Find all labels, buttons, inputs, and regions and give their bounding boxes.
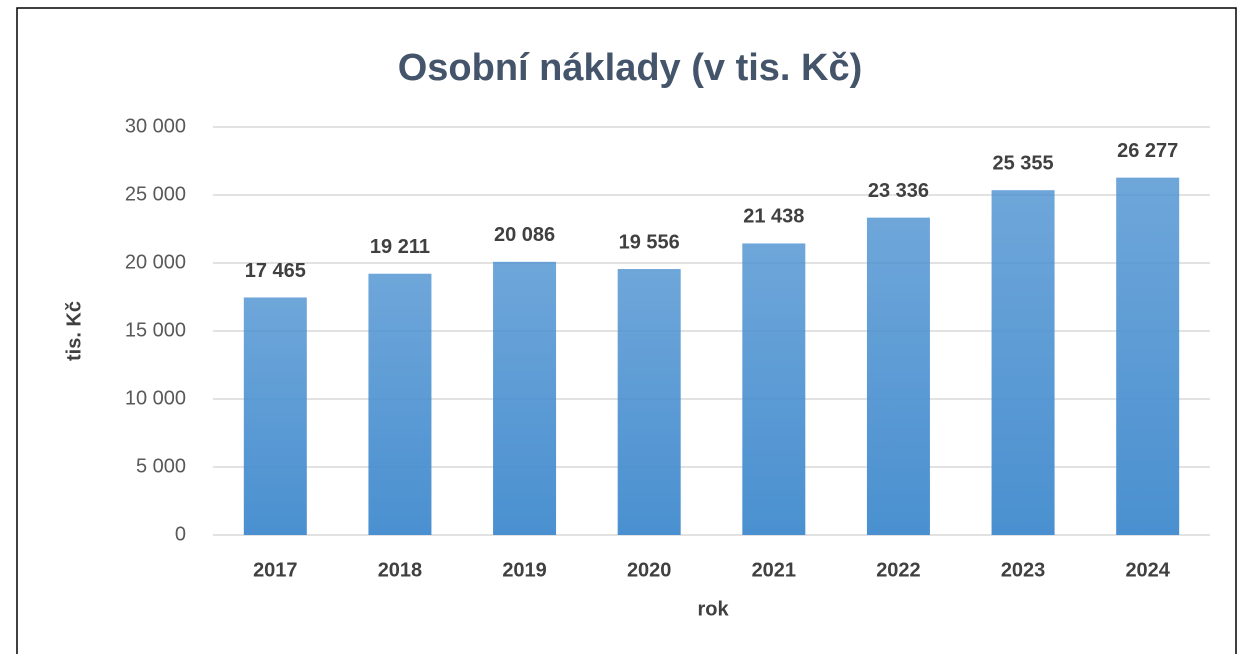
y-tick-label: 10 000 bbox=[125, 387, 186, 409]
x-tick-label: 2018 bbox=[378, 559, 423, 581]
data-label: 19 556 bbox=[619, 231, 680, 253]
x-tick-label: 2019 bbox=[502, 559, 547, 581]
bar bbox=[866, 217, 930, 535]
y-axis-title: tis. Kč bbox=[63, 301, 85, 361]
data-label: 19 211 bbox=[370, 236, 430, 258]
data-label: 23 336 bbox=[868, 180, 929, 202]
bar bbox=[617, 269, 681, 535]
y-tick-label: 30 000 bbox=[125, 115, 186, 137]
data-label: 20 086 bbox=[494, 224, 555, 246]
x-tick-label: 2023 bbox=[1001, 559, 1046, 581]
data-label: 21 438 bbox=[743, 206, 804, 228]
frame bbox=[16, 7, 1237, 654]
y-tick-label: 20 000 bbox=[125, 251, 186, 273]
x-tick-label: 2020 bbox=[627, 559, 672, 581]
bar bbox=[493, 261, 557, 535]
y-tick-label: 0 bbox=[175, 523, 186, 545]
bar bbox=[991, 190, 1055, 535]
data-label: 17 465 bbox=[245, 260, 306, 282]
bar bbox=[368, 273, 432, 535]
bar bbox=[1116, 177, 1180, 535]
data-label: 26 277 bbox=[1117, 140, 1178, 162]
x-tick-label: 2024 bbox=[1125, 559, 1170, 581]
x-axis-title: rok bbox=[697, 598, 729, 620]
bar bbox=[243, 297, 307, 535]
chart-title: Osobní náklady (v tis. Kč) bbox=[398, 47, 863, 89]
bar bbox=[742, 243, 806, 535]
y-tick-label: 25 000 bbox=[125, 183, 186, 205]
y-tick-label: 5 000 bbox=[136, 455, 186, 477]
x-tick-label: 2017 bbox=[253, 559, 298, 581]
x-tick-label: 2022 bbox=[876, 559, 921, 581]
y-tick-label: 15 000 bbox=[125, 319, 186, 341]
x-tick-label: 2021 bbox=[752, 559, 797, 581]
data-label: 25 355 bbox=[992, 152, 1053, 174]
